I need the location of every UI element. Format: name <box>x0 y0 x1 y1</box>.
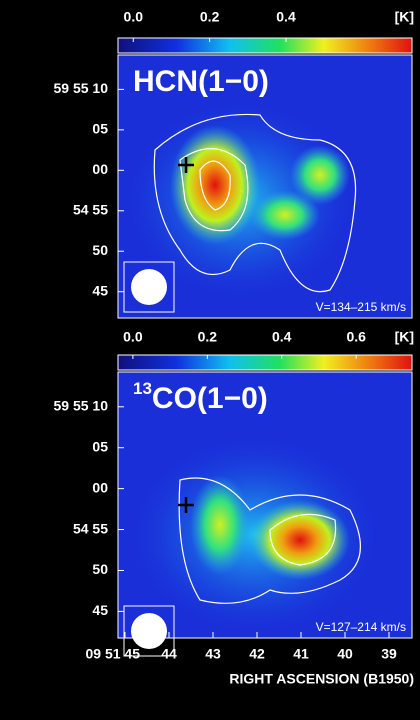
title-text: CO(1−0) <box>152 382 268 415</box>
y-tick-label: 00 <box>92 479 108 495</box>
y-tick-label: 05 <box>92 438 108 454</box>
y-tick-label: 54 55 <box>73 201 108 217</box>
x-tick-label: 44 <box>161 646 177 662</box>
map-title: HCN(1−0) <box>133 65 269 98</box>
beam <box>131 269 167 305</box>
y-tick-label: 59 55 10 <box>54 80 109 96</box>
x-tick-label: 42 <box>249 646 265 662</box>
title-superscript: 13 <box>133 379 152 398</box>
y-tick-label: 45 <box>92 282 108 298</box>
colorbar-tick-label: 0.0 <box>124 9 144 25</box>
colorbar-tick-label: 0.4 <box>272 329 292 345</box>
emission <box>190 475 250 575</box>
colorbar <box>118 355 412 370</box>
colorbar-tick-label: 0.2 <box>200 9 220 25</box>
title-text: HCN(1−0) <box>133 65 269 98</box>
x-axis-label: RIGHT ASCENSION (B1950) <box>229 671 414 687</box>
y-tick-label: 00 <box>92 161 108 177</box>
y-tick-label: 50 <box>92 242 108 258</box>
colorbar-unit: [K] <box>395 329 414 345</box>
emission <box>250 500 350 580</box>
beam <box>131 613 167 649</box>
x-tick-label: 41 <box>293 646 309 662</box>
figure: 0.0 0.2 0.4 [K] 59 55 10 05 00 54 55 50 45 HCN(1−0… <box>0 0 420 720</box>
colorbar <box>118 38 412 53</box>
x-tick-label: 09 51 45 <box>86 646 141 662</box>
y-tick-label: 45 <box>92 602 108 618</box>
y-tick-label: 54 55 <box>73 520 108 536</box>
map-title: 13CO(1−0) <box>133 379 268 414</box>
x-tick-label: 40 <box>337 646 353 662</box>
emission <box>290 145 350 205</box>
x-tick-label: 39 <box>381 646 397 662</box>
colorbar-tick-label: 0.4 <box>276 9 296 25</box>
y-tick-label: 50 <box>92 561 108 577</box>
velocity-range: V=127–214 km/s <box>316 620 406 634</box>
y-tick-label: 05 <box>92 121 108 137</box>
colorbar-tick-label: 0.2 <box>198 329 218 345</box>
colorbar-tick-label: 0.0 <box>123 329 143 345</box>
colorbar-tick-label: 0.6 <box>346 329 366 345</box>
x-tick-label: 43 <box>205 646 221 662</box>
colorbar-unit: [K] <box>395 9 414 25</box>
velocity-range: V=134–215 km/s <box>316 300 406 314</box>
y-tick-label: 59 55 10 <box>54 397 109 413</box>
